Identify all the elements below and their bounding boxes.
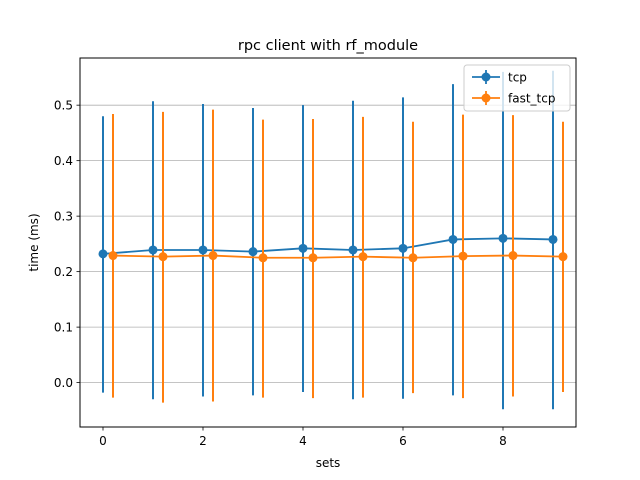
data-point [208, 251, 218, 261]
data-point [108, 251, 118, 261]
data-point [298, 243, 308, 253]
data-point [398, 243, 408, 253]
data-point [308, 253, 318, 263]
data-point [348, 245, 358, 255]
data-point [408, 253, 418, 263]
data-point [98, 249, 108, 259]
data-point [548, 234, 558, 244]
legend-marker [481, 72, 491, 82]
x-axis-label: sets [316, 456, 341, 470]
y-axis: 0.0 0.1 0.2 0.3 0.4 0.5 [54, 98, 80, 390]
data-point [258, 253, 268, 263]
data-point [448, 234, 458, 244]
legend-item-fast_tcp: fast_tcp [472, 91, 555, 105]
x-tick-label: 0 [99, 434, 107, 448]
x-tick-label: 8 [499, 434, 507, 448]
y-tick-label: 0.1 [54, 320, 73, 334]
legend-label: fast_tcp [508, 91, 555, 105]
data-point [508, 251, 518, 261]
series-fast_tcp [108, 109, 568, 403]
legend-item-tcp: tcp [472, 70, 527, 84]
y-tick-label: 0.2 [54, 265, 73, 279]
series-line [112, 254, 564, 259]
data-point [148, 245, 158, 255]
y-tick-label: 0.0 [54, 376, 73, 390]
data-point [358, 252, 368, 262]
x-axis: 0 2 4 6 8 [99, 427, 507, 448]
data-point [458, 251, 468, 261]
x-tick-label: 6 [399, 434, 407, 448]
legend: tcp fast_tcp [463, 64, 571, 112]
legend-marker [481, 93, 491, 103]
data-point [248, 247, 258, 257]
data-point [498, 233, 508, 243]
chart-title: rpc client with rf_module [238, 38, 418, 54]
data-point [198, 245, 208, 255]
y-axis-label: time (ms) [27, 213, 41, 271]
x-tick-label: 2 [199, 434, 207, 448]
y-tick-label: 0.5 [54, 98, 73, 112]
grid-lines [80, 104, 576, 384]
data-point [158, 252, 168, 262]
x-tick-label: 4 [299, 434, 307, 448]
y-tick-label: 0.3 [54, 209, 73, 223]
series-layer [98, 70, 568, 410]
legend-label: tcp [508, 70, 527, 84]
series-tcp [98, 70, 558, 410]
series-line [102, 237, 554, 255]
plot-area-frame [79, 57, 577, 428]
data-point [558, 252, 568, 262]
y-tick-label: 0.4 [54, 154, 73, 168]
